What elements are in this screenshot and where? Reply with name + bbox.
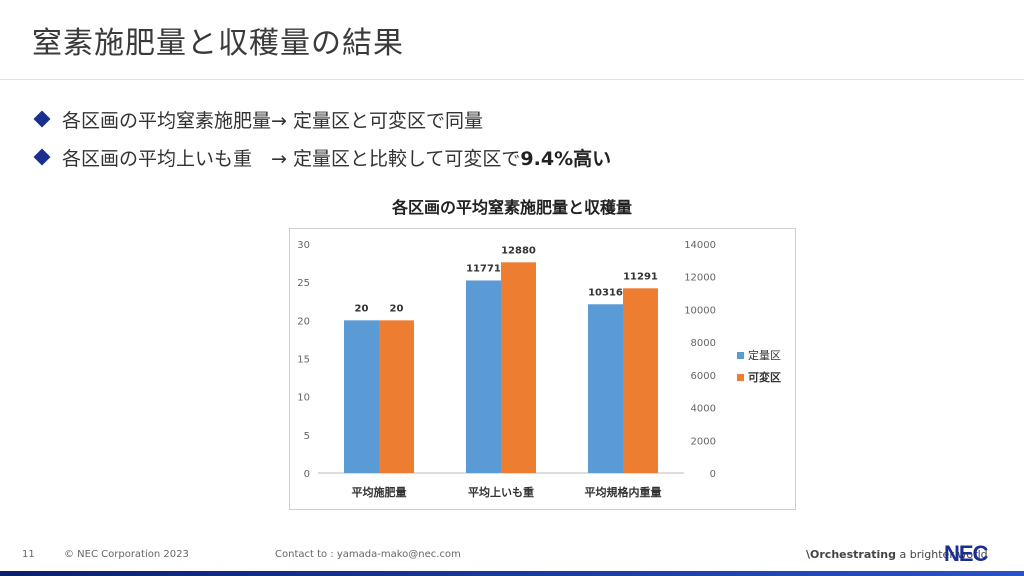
y-right-tick-label: 4000	[691, 404, 716, 415]
bar-fixed	[344, 320, 379, 473]
legend-swatch	[737, 374, 744, 381]
y-right-tick-label: 12000	[684, 273, 716, 284]
y-left-tick-label: 10	[297, 393, 310, 404]
nec-logo: NEC	[944, 541, 988, 566]
y-right-tick-label: 10000	[684, 305, 716, 316]
bar-fixed	[588, 304, 623, 473]
bullet-text: 各区画の平均上いも重 → 定量区と比較して可変区で	[62, 147, 521, 170]
legend-swatch	[737, 352, 744, 359]
y-left-tick-label: 20	[297, 316, 310, 327]
y-right-tick-label: 14000	[684, 240, 716, 251]
legend-label: 可変区	[748, 370, 781, 384]
y-right-tick-label: 0	[710, 469, 716, 480]
y-left-tick-label: 15	[297, 355, 310, 366]
data-label: 20	[390, 303, 404, 314]
y-left-tick-label: 5	[304, 431, 310, 442]
slogan-rest: a brighter world	[896, 548, 988, 561]
x-tick-label: 平均施肥量	[352, 485, 407, 499]
data-label: 20	[355, 303, 369, 314]
page-number: 11	[22, 549, 35, 560]
bar-variable	[501, 262, 536, 473]
slide-title: 窒素施肥量と収穫量の結果	[32, 26, 404, 61]
data-label: 11291	[623, 271, 658, 282]
bar-fixed	[466, 280, 501, 473]
contact-info: Contact to : yamada-mako@nec.com	[275, 549, 461, 560]
x-tick-label: 平均上いも重	[468, 485, 534, 499]
bottom-bar	[0, 571, 1024, 576]
slogan-bold: \Orchestrating	[806, 548, 896, 561]
slogan: \Orchestrating a brighter world	[806, 548, 988, 561]
bar-variable	[623, 288, 658, 473]
chart-title: 各区画の平均窒素施肥量と収穫量	[391, 198, 632, 217]
bullet-item-yield: 各区画の平均上いも重 → 定量区と比較して可変区で 9.4%高い	[32, 138, 611, 176]
bullet-item-fertilizer: 各区画の平均窒素施肥量→ 定量区と可変区で同量	[32, 100, 611, 138]
x-tick-label: 平均規格内重量	[585, 485, 662, 499]
y-right-tick-label: 2000	[691, 436, 716, 447]
bullet-text: 各区画の平均窒素施肥量→ 定量区と可変区で同量	[62, 109, 483, 132]
y-right-tick-label: 6000	[691, 371, 716, 382]
bar-variable	[379, 320, 414, 473]
title-divider	[0, 79, 1024, 80]
bullet-list: 各区画の平均窒素施肥量→ 定量区と可変区で同量 各区画の平均上いも重 → 定量区…	[32, 100, 611, 176]
data-label: 10316	[588, 287, 623, 298]
y-right-tick-label: 8000	[691, 338, 716, 349]
y-left-tick-label: 30	[297, 240, 310, 251]
y-left-tick-label: 0	[304, 469, 310, 480]
bullet-highlight: 9.4%高い	[520, 147, 612, 170]
legend-label: 定量区	[748, 348, 781, 362]
copyright: © NEC Corporation 2023	[64, 549, 189, 560]
y-left-tick-label: 25	[297, 278, 310, 289]
data-label: 11771	[466, 263, 501, 274]
data-label: 12880	[501, 245, 536, 256]
